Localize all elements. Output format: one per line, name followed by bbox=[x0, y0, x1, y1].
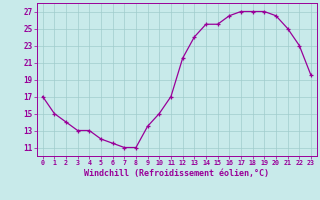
X-axis label: Windchill (Refroidissement éolien,°C): Windchill (Refroidissement éolien,°C) bbox=[84, 169, 269, 178]
